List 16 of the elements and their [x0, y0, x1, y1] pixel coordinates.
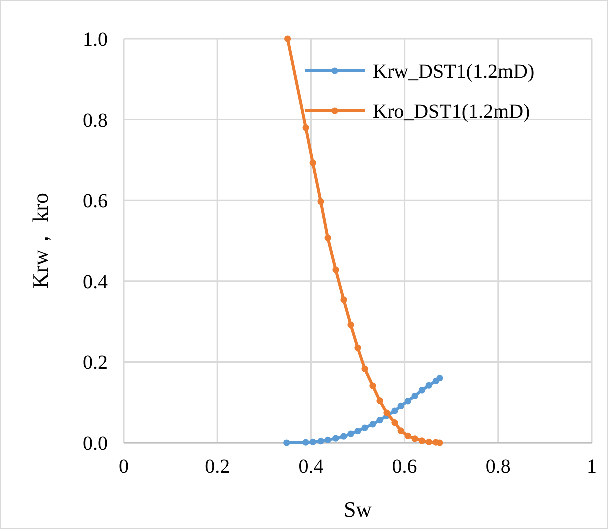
y-tick-label: 0.4	[83, 271, 108, 294]
y-tick-label: 0.0	[83, 433, 108, 455]
y-axis-title: Krw， kro	[28, 193, 53, 289]
x-axis-title: Sw	[344, 497, 372, 522]
x-tick-label: 0.8	[486, 456, 511, 478]
x-tick-label: 0.4	[298, 456, 324, 478]
legend-label: Krw_DST1(1.2mD)	[373, 61, 535, 83]
x-tick-label: 0	[119, 456, 129, 478]
x-tick-label: 0.6	[392, 456, 418, 478]
x-tick-label: 0.2	[205, 456, 230, 478]
y-tick-label: 1.0	[83, 29, 108, 51]
y-tick-label: 0.2	[83, 352, 108, 374]
y-tick-label: 0.8	[83, 110, 108, 132]
y-tick-label: 0.6	[83, 190, 108, 213]
legend-label: Kro_DST1(1.2mD)	[373, 101, 530, 123]
x-tick-label: 1	[587, 456, 597, 478]
